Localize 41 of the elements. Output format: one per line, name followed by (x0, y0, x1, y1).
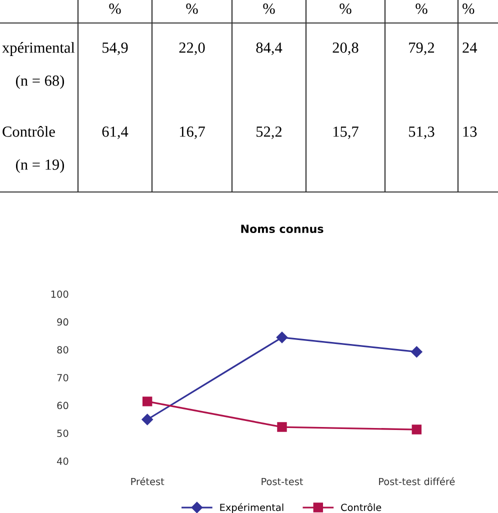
text: 51,3 (409, 126, 434, 140)
point (277, 422, 287, 432)
text: % (186, 4, 198, 14)
text: % (340, 4, 352, 14)
text: (n = 19) (16, 159, 64, 173)
y-tick-label: 50 (57, 430, 68, 437)
text: 13 (463, 126, 477, 137)
text: 24 (462, 42, 478, 53)
text: % (416, 4, 428, 14)
y-tick-label: 70 (57, 374, 68, 382)
y-tick-label: 40 (56, 457, 68, 465)
point (412, 424, 422, 434)
point (142, 414, 153, 426)
y-tick-label: 60 (57, 402, 68, 410)
text: 79,2 (409, 42, 434, 56)
point (276, 332, 288, 344)
text: Contrôle (2, 126, 55, 137)
text: 16,7 (180, 126, 205, 140)
text: (n = 68) (16, 75, 64, 89)
text: 54,9 (102, 42, 128, 56)
text: 52,2 (256, 126, 282, 140)
text: % (109, 4, 121, 14)
text: 61,4 (102, 126, 128, 140)
text: % (462, 4, 474, 14)
text: 84,4 (256, 42, 282, 56)
legend-label: Expérimental (220, 503, 284, 513)
x-tick-label: Post-test différé (379, 477, 455, 486)
text: 22,0 (179, 42, 205, 56)
y-tick-label: 80 (57, 346, 68, 354)
chart-title: Noms connus (241, 224, 324, 234)
text: xpérimental (2, 42, 75, 56)
x-tick-label: Post-test (262, 478, 304, 486)
text: % (263, 4, 275, 14)
legend-label: Contrôle (341, 503, 382, 512)
point (411, 346, 422, 358)
x-tick-label: Prétest (131, 477, 164, 486)
point (142, 396, 152, 406)
text: 20,8 (332, 42, 358, 56)
y-tick-label: 100 (51, 290, 68, 298)
text: 15,7 (333, 126, 358, 140)
y-tick-label: 90 (57, 318, 68, 326)
